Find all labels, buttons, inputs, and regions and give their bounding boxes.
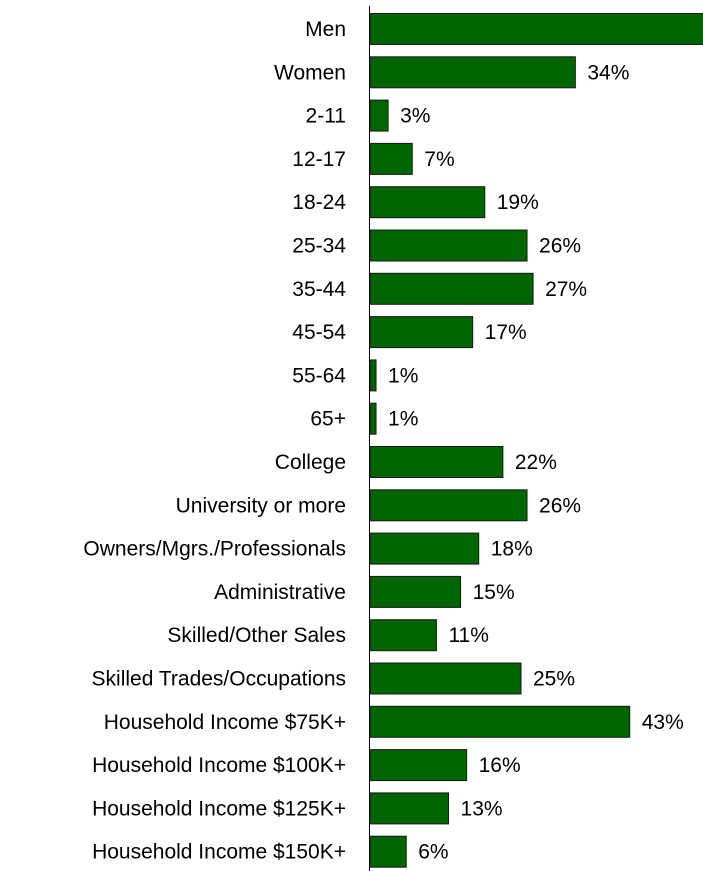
category-label-5: 25-34 <box>292 235 346 258</box>
bar-2 <box>369 99 389 132</box>
value-label-8: 1% <box>388 364 418 387</box>
value-label-19: 6% <box>418 841 448 864</box>
bar-8 <box>369 359 377 392</box>
bar-6 <box>369 272 534 305</box>
value-label-4: 19% <box>497 191 539 214</box>
category-label-8: 55-64 <box>292 364 346 387</box>
category-label-10: College <box>275 451 346 474</box>
value-label-17: 16% <box>479 754 521 777</box>
category-label-14: Skilled/Other Sales <box>167 624 346 647</box>
category-label-13: Administrative <box>214 581 346 604</box>
value-label-6: 27% <box>545 278 587 301</box>
value-labels-group: 34%3%7%19%26%27%17%1%1%22%26%18%15%11%25… <box>388 61 684 863</box>
bar-19 <box>369 835 407 868</box>
bar-10 <box>369 446 504 478</box>
value-label-11: 26% <box>539 494 581 517</box>
category-label-9: 65+ <box>310 408 346 431</box>
value-label-10: 22% <box>515 451 557 474</box>
value-label-12: 18% <box>491 538 533 561</box>
category-label-2: 2-11 <box>306 105 346 128</box>
value-label-2: 3% <box>400 105 430 128</box>
bar-15 <box>369 662 522 695</box>
category-label-4: 18-24 <box>292 191 346 214</box>
category-label-16: Household Income $75K+ <box>104 711 346 734</box>
category-label-18: Household Income $125K+ <box>92 797 346 820</box>
value-label-5: 26% <box>539 235 581 258</box>
value-label-9: 1% <box>388 408 418 431</box>
value-label-14: 11% <box>448 624 488 647</box>
bar-13 <box>369 575 462 608</box>
value-label-18: 13% <box>461 797 503 820</box>
category-label-1: Women <box>274 61 346 84</box>
category-label-11: University or more <box>176 494 346 517</box>
category-label-17: Household Income $100K+ <box>92 754 346 777</box>
bar-7 <box>369 316 474 349</box>
value-label-15: 25% <box>533 668 575 691</box>
bar-18 <box>369 792 450 825</box>
category-label-7: 45-54 <box>292 321 346 344</box>
bar-9 <box>369 402 377 435</box>
category-label-12: Owners/Mgrs./Professionals <box>83 538 346 561</box>
bars-group <box>369 13 703 868</box>
bar-16 <box>369 705 631 738</box>
category-label-0: Men <box>305 18 346 41</box>
bar-4 <box>369 186 486 219</box>
bar-12 <box>369 532 480 565</box>
bar-0 <box>369 13 703 45</box>
bar-11 <box>369 489 528 522</box>
value-label-3: 7% <box>424 148 454 171</box>
category-label-19: Household Income $150K+ <box>92 841 346 864</box>
bar-1 <box>369 56 576 89</box>
category-labels-group: Men Women 2-11 12-17 18-24 25-34 35-44 45-54 55-… <box>83 18 346 864</box>
bar-5 <box>369 229 528 262</box>
category-label-6: 35-44 <box>292 278 346 301</box>
value-label-13: 15% <box>473 581 515 604</box>
value-label-1: 34% <box>587 61 629 84</box>
bar-14 <box>369 619 437 652</box>
value-label-16: 43% <box>642 711 684 734</box>
bar-17 <box>369 749 468 782</box>
value-label-7: 17% <box>485 321 527 344</box>
bar-3 <box>369 142 413 175</box>
category-label-3: 12-17 <box>292 148 346 171</box>
category-label-15: Skilled Trades/Occupations <box>92 668 346 691</box>
